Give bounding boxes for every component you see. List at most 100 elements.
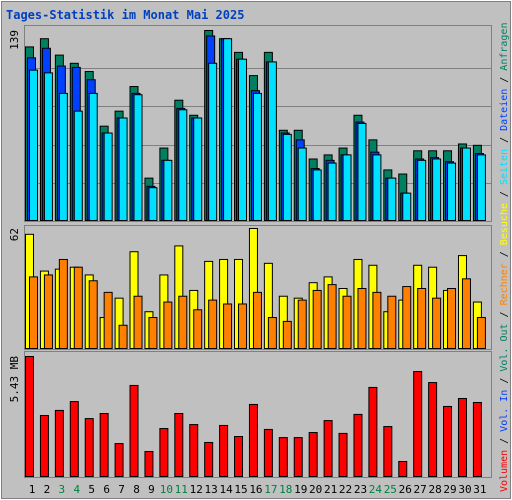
x-tick-label: 14 [219,483,233,496]
bar [398,460,408,478]
bar [417,159,427,221]
x-tick-label: 5 [88,483,95,496]
bar [357,288,367,349]
x-tick-label: 6 [103,483,110,496]
bar [428,382,438,478]
x-tick-label: 24 [369,483,383,496]
x-tick-label: 20 [309,483,322,496]
bar [39,415,49,477]
bar [372,154,382,221]
bar [178,295,188,350]
bar [297,299,307,350]
x-tick-label: 28 [428,483,441,496]
bar [402,286,412,349]
bar [144,451,154,477]
bar [312,169,322,221]
bar [103,132,113,222]
bar [29,276,38,349]
bar [148,317,158,349]
bar [387,177,397,221]
bar [457,397,467,477]
bar [282,133,292,221]
x-tick-label: 3 [59,483,66,496]
legend-separator: / [499,438,510,444]
legend-entry: Seiten [499,149,510,185]
bar [476,317,486,349]
bar [99,413,109,477]
bar [103,291,113,350]
legend-separator: / [499,191,510,197]
bar [342,295,352,350]
bar [69,401,79,478]
bar [432,297,442,350]
bar [178,109,188,221]
bar [353,413,363,477]
bar [248,403,258,478]
bar [29,69,38,221]
legend-entry: Rechner [499,263,510,305]
bar [417,288,427,349]
x-tick-label: 19 [294,483,307,496]
bar [312,289,322,350]
legend-separator: / [499,378,510,384]
legend-entry: Dateien [499,89,510,131]
bar [238,58,248,222]
legend-separator: / [499,251,510,257]
legend-entry: Volumen [499,450,510,492]
legend: Volumen / Vol. In / Vol. Out / Rechner / Besuche… [499,23,510,492]
marks [25,30,486,478]
bar [447,162,457,222]
bar [219,424,229,478]
bar [443,405,453,478]
bar [368,386,378,478]
x-tick-label: 7 [118,483,125,496]
bar [263,428,273,477]
bar [461,278,471,349]
legend-separator: / [499,311,510,317]
bar [297,147,307,221]
bar [323,420,333,478]
bar [208,299,218,350]
bar [402,192,412,221]
x-tick-label: 31 [473,483,486,496]
x-tick-label: 16 [249,483,262,496]
bar [413,371,423,477]
bar [432,158,442,222]
x-tick-label: 25 [384,483,397,496]
bar [308,432,318,477]
x-tick-label: 26 [399,483,412,496]
bar [357,122,367,221]
x-tick-label: 10 [160,483,173,496]
bar [58,92,68,221]
bar [43,72,53,221]
bar [342,154,352,221]
bar [163,159,173,221]
bar [461,147,471,221]
legend-separator: / [499,137,510,143]
bar [133,295,143,350]
bar [267,61,277,222]
x-tick-label: 11 [175,483,188,496]
chart-title: Tages-Statistik im Monat Mai 2025 [6,8,244,22]
bar [193,309,203,349]
legend-separator: / [499,77,510,83]
bar [118,117,128,221]
bar [472,401,482,478]
legend-entry: Anfragen [499,23,510,71]
legend-entry: Vol. In [499,390,510,432]
bar [193,117,203,221]
bar [278,437,288,478]
x-tick-label: 12 [190,483,203,496]
bar [208,62,218,221]
x-tick-label: 13 [205,483,218,496]
y-tick-label: 139 [8,30,21,50]
y-tick-label: 62 [8,228,21,241]
bar [163,301,173,350]
bar [73,266,83,350]
bar [223,38,233,222]
x-tick-label: 29 [443,483,456,496]
bar [238,303,248,349]
bar [338,432,348,477]
